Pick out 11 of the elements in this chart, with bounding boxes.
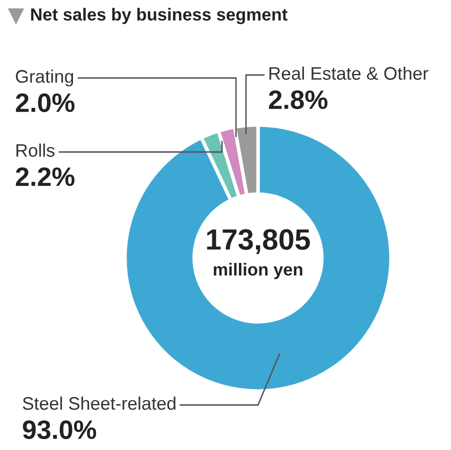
data-label: 93.0% xyxy=(22,420,96,440)
data-label: 2.0% xyxy=(16,93,74,112)
slice-label: Real Estate & Other xyxy=(269,66,428,80)
chart-title: Net sales by business segment xyxy=(31,8,288,24)
slice-label: Steel Sheet-related xyxy=(22,396,176,410)
slice-label: Rolls xyxy=(16,144,54,157)
text: 173,805 xyxy=(207,229,310,254)
data-label: 2.8% xyxy=(268,90,328,110)
data-label: 2.2% xyxy=(16,167,74,186)
slice-label: Grating xyxy=(16,70,74,86)
text: million yen xyxy=(214,262,302,280)
